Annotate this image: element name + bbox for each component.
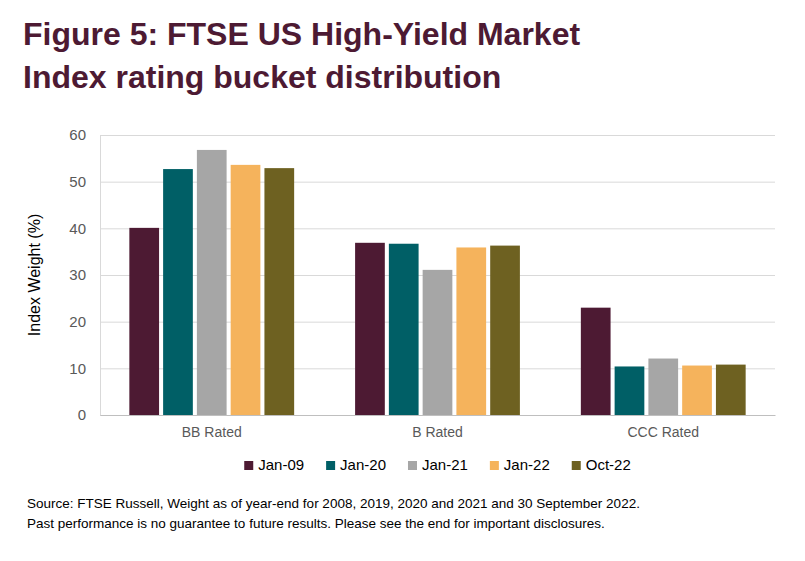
- title: Figure 5: FTSE US High-Yield MarketIndex…: [23, 16, 580, 95]
- chart: Figure 5: FTSE US High-Yield MarketIndex…: [0, 0, 805, 561]
- bar: [264, 168, 294, 415]
- legend-label: Jan-20: [340, 456, 386, 473]
- plot: 0 10 20 30 40 50 60 BB Rated B Rated CCC Rated: [69, 126, 775, 440]
- y-tick-label: 10: [69, 360, 86, 377]
- bar: [355, 243, 385, 415]
- y-axis-title: Index Weight (%): [26, 214, 43, 336]
- series: [197, 150, 678, 415]
- legend-swatch: [244, 461, 253, 470]
- bar: [716, 365, 746, 415]
- y-tick-label: 60: [69, 126, 86, 143]
- source-note: Past performance is no guarantee to futu…: [27, 516, 605, 531]
- y-tick-label: 20: [69, 313, 86, 330]
- series: [264, 168, 745, 415]
- grid-line: [100, 415, 775, 416]
- x-tick-label: B Rated: [412, 424, 463, 440]
- legend-swatch: [408, 461, 417, 470]
- bar: [389, 244, 419, 415]
- y-tick-label: 40: [69, 220, 86, 237]
- bar: [682, 366, 712, 415]
- bar: [490, 246, 520, 415]
- legend-label: Jan-22: [504, 456, 550, 473]
- bar: [423, 270, 453, 415]
- x-tick: B Rated: [412, 415, 463, 440]
- source-note: Source: FTSE Russell, Weight as of year-…: [27, 496, 640, 511]
- legend-label: Oct-22: [586, 456, 631, 473]
- legend-item: Jan-20: [326, 456, 386, 473]
- bar: [163, 169, 193, 415]
- grid-line: [100, 135, 775, 136]
- y-tick-label: 30: [69, 266, 86, 283]
- x-axis-line: [101, 415, 776, 416]
- legend: Jan-09 Jan-20 Jan-21 Jan-22 Oct-22: [244, 456, 631, 473]
- y-axis: 0 10 20 30 40 50 60: [69, 126, 775, 423]
- bar: [615, 366, 645, 415]
- bar: [231, 165, 261, 415]
- y-tick: 60: [69, 126, 775, 143]
- x-tick: BB Rated: [182, 415, 242, 440]
- y-tick-label: 0: [78, 406, 86, 423]
- legend-swatch: [490, 461, 499, 470]
- bar: [581, 308, 611, 415]
- x-tick: CCC Rated: [627, 415, 699, 440]
- bars: [129, 150, 745, 415]
- legend-item: Jan-09: [244, 456, 304, 473]
- legend-item: Oct-22: [572, 456, 631, 473]
- bar: [129, 228, 159, 415]
- x-tick-label: CCC Rated: [627, 424, 699, 440]
- series: [231, 165, 712, 415]
- legend-label: Jan-21: [422, 456, 468, 473]
- legend-item: Jan-22: [490, 456, 550, 473]
- legend-swatch: [572, 461, 581, 470]
- x-tick-label: BB Rated: [182, 424, 242, 440]
- legend-label: Jan-09: [258, 456, 304, 473]
- bar: [456, 247, 486, 415]
- bar: [197, 150, 227, 415]
- legend-item: Jan-21: [408, 456, 468, 473]
- x-axis: BB Rated B Rated CCC Rated: [101, 415, 776, 440]
- legend-swatch: [326, 461, 335, 470]
- bar: [648, 359, 678, 415]
- y-tick-label: 50: [69, 173, 86, 190]
